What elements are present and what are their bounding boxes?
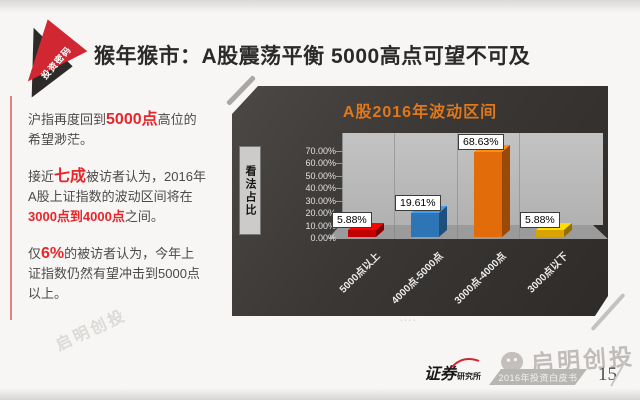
y-axis-tick-label: 30.00% bbox=[305, 195, 336, 206]
category-gridline bbox=[393, 133, 395, 239]
left-divider bbox=[10, 96, 12, 320]
text-segment: 仅 bbox=[28, 246, 42, 261]
logo-sub-text: 研究所 bbox=[457, 372, 482, 381]
text-segment: 高位的希望渺茫。 bbox=[28, 112, 197, 147]
chart-title: A股2016年波动区间 bbox=[342, 104, 498, 121]
y-axis-tick-label: 20.00% bbox=[305, 208, 336, 219]
category-gridline bbox=[456, 133, 458, 239]
bar-value-label: 68.63% bbox=[458, 134, 504, 150]
y-axis-tick-mark bbox=[335, 188, 343, 190]
y-axis-tick-label: 50.00% bbox=[305, 170, 336, 181]
chart-bar bbox=[536, 230, 564, 237]
y-axis-tick-mark bbox=[335, 200, 343, 202]
page-number: 15 bbox=[598, 364, 617, 385]
top-edge-strip bbox=[0, 0, 640, 13]
chart-bar bbox=[348, 230, 376, 237]
text-segment: 沪指再度回到 bbox=[28, 112, 107, 127]
y-axis-tick-label: 60.00% bbox=[305, 158, 336, 169]
y-axis-tick-label: 0.00% bbox=[310, 233, 336, 243]
y-axis-title: 看法占比 bbox=[239, 146, 261, 235]
highlighted-text-segment: 6% bbox=[41, 245, 65, 262]
text-segment: 的被访者认为，今年上证指数仍然有望冲击到5000点以上。 bbox=[28, 246, 200, 301]
bar-value-label: 5.88% bbox=[332, 212, 372, 228]
chart-bar-side-face bbox=[502, 145, 510, 237]
bar-value-label: 5.88% bbox=[520, 212, 560, 228]
logo-swoosh-icon bbox=[451, 358, 480, 368]
y-axis-tick-label: 10.00% bbox=[305, 220, 336, 231]
x-axis-label: 5000点以上 bbox=[337, 250, 383, 296]
chart-bar bbox=[411, 213, 439, 237]
text-segment: 接近 bbox=[28, 169, 55, 184]
commentary-paragraph: 沪指再度回到5000点高位的希望渺茫。 bbox=[28, 110, 206, 150]
page-title: 猴年猴市：A股震荡平衡 5000高点可望不可及 bbox=[94, 45, 531, 68]
commentary-paragraph: 接近七成被访者认为，2016年A股上证指数的波动区间将在 3000点到4000点之… bbox=[28, 167, 206, 227]
chart-bar bbox=[474, 152, 502, 237]
y-axis-tick-mark bbox=[335, 151, 343, 152]
highlighted-text-segment: 5000点 bbox=[106, 111, 158, 128]
y-axis-tick-label: 40.00% bbox=[305, 183, 336, 194]
commentary-text: 沪指再度回到5000点高位的希望渺茫。接近七成被访者认为，2016年A股上证指数… bbox=[28, 110, 206, 321]
y-axis-tick-mark bbox=[335, 163, 343, 165]
highlighted-text-segment: 3000点到4000点 bbox=[28, 209, 125, 224]
y-axis-line bbox=[342, 133, 343, 239]
footer-banner: 2016年投资白皮书 bbox=[489, 369, 587, 385]
footer-banner-text: 2016年投资白皮书 bbox=[498, 372, 578, 383]
highlighted-text-segment: 七成 bbox=[54, 168, 87, 185]
y-axis-tick-label: 70.00% bbox=[305, 146, 336, 156]
investment-code-badge: 投资密码 bbox=[24, 16, 88, 100]
logo-main-text: 证券 bbox=[424, 366, 457, 383]
caption-dots: ···· bbox=[400, 317, 418, 324]
bottom-edge-strip bbox=[0, 388, 640, 400]
y-axis-tick-mark bbox=[335, 175, 343, 177]
y-axis-tick-mark bbox=[335, 238, 343, 239]
commentary-paragraph: 仅6%的被访者认为，今年上证指数仍然有望冲击到5000点以上。 bbox=[28, 244, 206, 304]
securities-research-logo: 证券 研究所 bbox=[424, 358, 482, 384]
category-gridline bbox=[519, 133, 520, 239]
bar-value-label: 19.61% bbox=[395, 195, 441, 211]
chart-panel: A股2016年波动区间 看法占比 70.00% 60.00% 50.00% 40.00… bbox=[232, 86, 608, 316]
text-segment: 之间。 bbox=[124, 209, 164, 224]
text-segment: 被访者认为，2016年A股上证指数的波动区间将在 bbox=[28, 169, 206, 204]
